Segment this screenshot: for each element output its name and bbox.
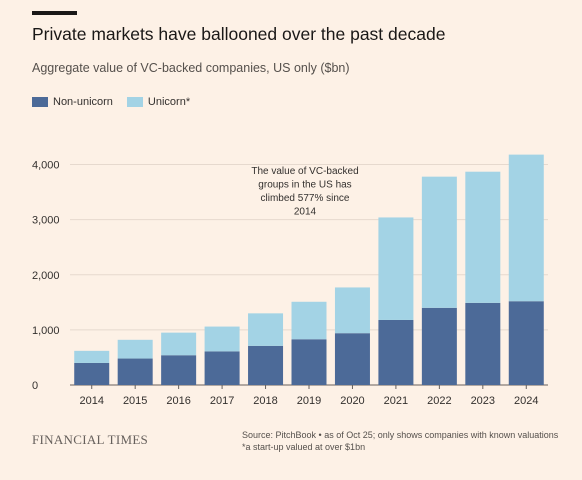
chart-subtitle: Aggregate value of VC-backed companies, … [32,61,350,75]
bar-unicorn [465,171,501,303]
bar-non-unicorn [465,302,501,385]
bar-unicorn [508,154,544,302]
bar-non-unicorn [248,345,284,385]
source-note: Source: PitchBook • as of Oct 25; only s… [242,429,558,453]
legend-label-non-unicorn: Non-unicorn [53,96,113,108]
legend-swatch-unicorn [126,97,143,107]
bar-unicorn [117,339,153,359]
x-tick-label: 2016 [166,395,190,407]
chart-annotation: The value of VC-backed [251,166,358,177]
x-tick-label: 2023 [471,395,495,407]
header-rule [32,11,77,15]
legend-item-non-unicorn: Non-unicorn [32,96,113,108]
bar-unicorn [378,217,414,320]
x-tick-label: 2019 [297,395,321,407]
legend-swatch-non-unicorn [32,97,48,107]
bar-non-unicorn [161,355,197,385]
bar-unicorn [248,313,284,346]
bar-non-unicorn [334,333,370,385]
bar-unicorn [74,350,110,363]
chart-annotation: 2014 [294,207,317,218]
bar-non-unicorn [508,301,544,385]
bar-non-unicorn [204,351,240,385]
bar-unicorn [204,326,240,352]
bar-unicorn [161,332,197,356]
x-tick-label: 2020 [340,395,364,407]
y-tick-label: 1,000 [32,325,60,337]
source-line: Source: PitchBook • as of Oct 25; only s… [242,430,559,440]
y-tick-label: 2,000 [32,270,60,282]
chart-annotation: groups in the US has [258,180,351,191]
legend-label-unicorn: Unicorn* [147,96,191,108]
x-tick-label: 2014 [79,395,103,407]
bar-non-unicorn [421,307,457,385]
x-tick-label: 2018 [253,395,277,407]
bar-non-unicorn [117,358,153,385]
footnote-line: *a start-up valued at over $1bn [242,442,366,452]
legend-item-unicorn: Unicorn* [126,96,191,108]
brand-logo: FINANCIAL TIMES [32,432,149,447]
chart-title: Private markets have ballooned over the … [32,24,446,44]
x-tick-label: 2024 [514,395,538,407]
x-tick-label: 2021 [384,395,408,407]
y-tick-label: 4,000 [32,160,60,172]
bar-non-unicorn [74,362,110,385]
bar-non-unicorn [378,319,414,385]
y-tick-label: 0 [32,380,38,392]
legend: Non-unicorn Unicorn* [32,96,190,108]
y-tick-label: 3,000 [32,215,60,227]
bar-non-unicorn [291,339,327,385]
x-tick-label: 2022 [427,395,451,407]
x-tick-label: 2015 [123,395,147,407]
bar-unicorn [291,301,327,340]
x-tick-label: 2017 [210,395,234,407]
bar-unicorn [421,176,457,308]
bar-unicorn [334,287,370,334]
chart-annotation: climbed 577% since [261,193,350,204]
